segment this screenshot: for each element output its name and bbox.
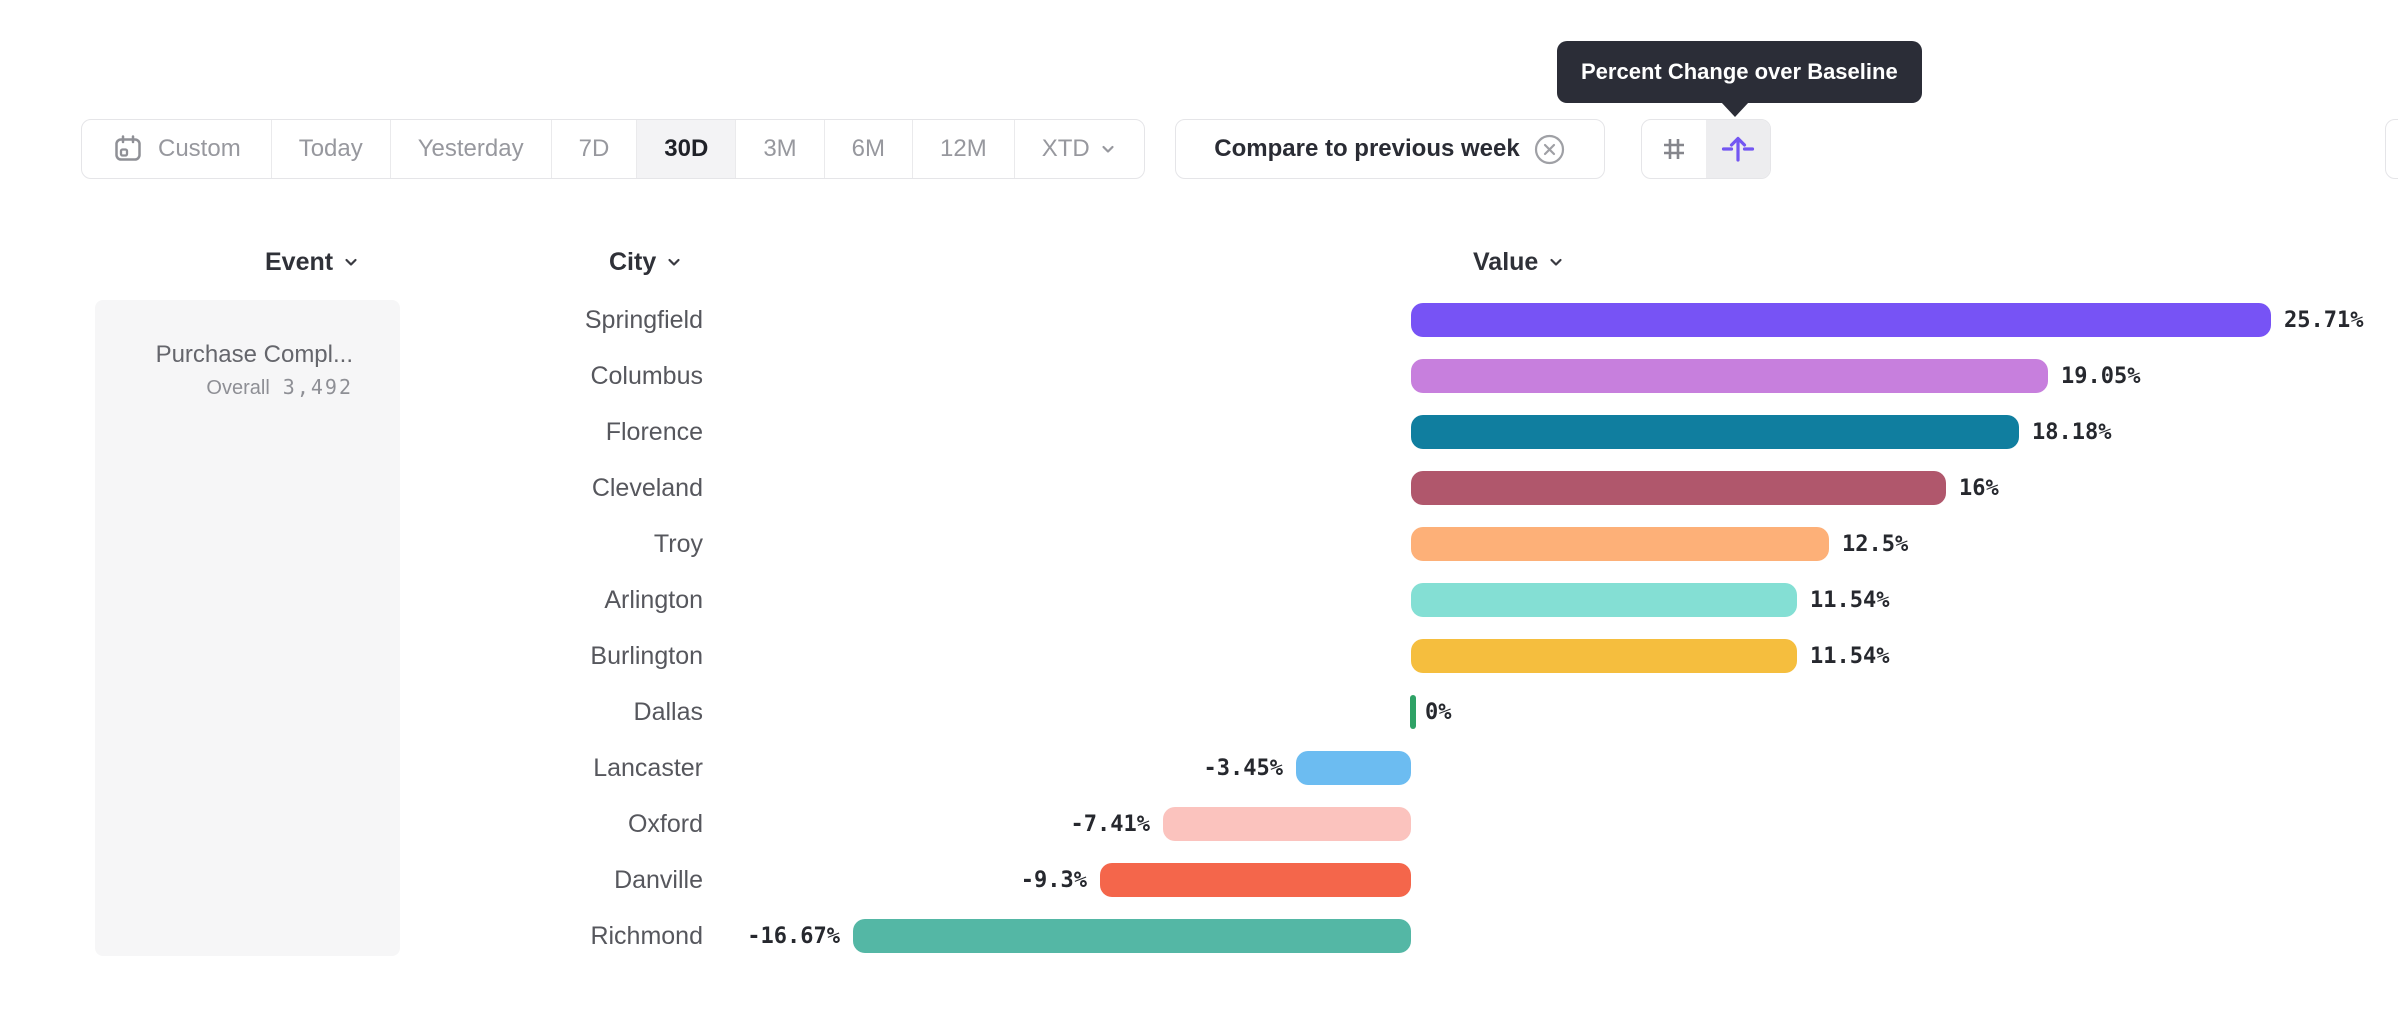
value-column-label: Value <box>1473 247 1539 276</box>
event-column-header[interactable]: Event <box>265 246 360 278</box>
clear-compare-icon[interactable] <box>1533 133 1566 166</box>
bar-value: -3.45% <box>1203 756 1283 781</box>
city-label: Columbus <box>590 362 703 390</box>
bar-value: -7.41% <box>1070 812 1150 837</box>
bar-value: -16.67% <box>747 924 840 949</box>
numeric-mode-button[interactable] <box>1642 120 1706 178</box>
date-range-30d[interactable]: 30D <box>636 120 736 178</box>
city-label: Dallas <box>633 698 703 726</box>
bar[interactable] <box>853 919 1411 953</box>
date-range-label: 12M <box>940 135 987 162</box>
city-label: Florence <box>605 418 703 446</box>
event-card[interactable]: Purchase Compl... Overall 3,492 <box>95 300 400 956</box>
city-label: Burlington <box>590 642 703 670</box>
tooltip-text: Percent Change over Baseline <box>1581 59 1898 84</box>
date-range-12m[interactable]: 12M <box>912 120 1014 178</box>
date-range-xtd[interactable]: XTD <box>1013 120 1144 178</box>
date-range-label: Custom <box>158 135 241 162</box>
bar[interactable] <box>1410 695 1416 729</box>
bar[interactable] <box>1411 415 2019 449</box>
bar-value: 25.71% <box>2284 308 2364 333</box>
display-mode-toggle <box>1641 119 1771 179</box>
calendar-icon <box>112 133 144 165</box>
bar-value: 12.5% <box>1842 532 1909 557</box>
date-range-6m[interactable]: 6M <box>823 120 912 178</box>
bar[interactable] <box>1411 471 1946 505</box>
bar[interactable] <box>1411 359 2048 393</box>
city-label: Lancaster <box>593 754 703 782</box>
chevron-down-icon <box>342 253 360 271</box>
bar-value: 11.54% <box>1810 588 1890 613</box>
date-range-group: Custom Today Yesterday 7D 30D 3M 6M 12M … <box>81 119 1145 179</box>
event-name: Purchase Compl... <box>155 341 353 368</box>
date-range-7d[interactable]: 7D <box>550 120 637 178</box>
date-range-label: Yesterday <box>417 135 524 162</box>
city-label: Richmond <box>590 922 703 950</box>
bar[interactable] <box>1411 583 1797 617</box>
city-column-label: City <box>609 247 657 276</box>
date-range-label: 3M <box>763 135 797 162</box>
city-label: Cleveland <box>591 474 703 502</box>
date-range-label: 6M <box>851 135 885 162</box>
tooltip: Percent Change over Baseline <box>1557 41 1922 103</box>
city-label: Troy <box>653 530 703 558</box>
city-label: Springfield <box>584 306 703 334</box>
hash-icon <box>1657 132 1691 166</box>
city-label: Danville <box>614 866 703 894</box>
event-overall: Overall 3,492 <box>206 375 353 400</box>
date-range-custom[interactable]: Custom <box>82 120 271 178</box>
bar-value: 11.54% <box>1810 644 1890 669</box>
date-range-label: 7D <box>578 135 610 162</box>
bar-value: -9.3% <box>1020 868 1087 893</box>
bar[interactable] <box>1163 807 1411 841</box>
city-label: Oxford <box>627 810 703 838</box>
compare-button[interactable]: Compare to previous week <box>1175 119 1605 179</box>
tooltip-caret <box>1721 102 1749 117</box>
city-label: Arlington <box>604 586 703 614</box>
bar[interactable] <box>1411 527 1829 561</box>
city-column-header[interactable]: City <box>609 246 683 278</box>
date-range-label: 30D <box>664 135 709 162</box>
percent-change-mode-button[interactable] <box>1706 120 1770 178</box>
chevron-down-icon <box>1099 140 1117 158</box>
chevron-down-icon <box>1547 253 1565 271</box>
bar-value: 18.18% <box>2032 420 2112 445</box>
date-range-label: XTD <box>1041 135 1090 162</box>
bar[interactable] <box>1411 639 1797 673</box>
bar-value: 0% <box>1425 700 1452 725</box>
right-edge-button[interactable] <box>2385 119 2398 179</box>
bar-value: 16% <box>1959 476 1999 501</box>
value-column-header[interactable]: Value <box>1473 246 1565 278</box>
date-range-3m[interactable]: 3M <box>735 120 823 178</box>
chevron-down-icon <box>665 253 683 271</box>
event-column-label: Event <box>265 247 334 276</box>
date-range-today[interactable]: Today <box>270 120 390 178</box>
bar-value: 19.05% <box>2061 364 2141 389</box>
bar[interactable] <box>1100 863 1411 897</box>
bar[interactable] <box>1296 751 1411 785</box>
compare-label: Compare to previous week <box>1214 135 1520 162</box>
bar[interactable] <box>1411 303 2271 337</box>
date-range-yesterday[interactable]: Yesterday <box>389 120 551 178</box>
overall-label: Overall <box>206 377 270 399</box>
baseline-lift-icon <box>1720 131 1756 167</box>
overall-value: 3,492 <box>282 375 353 399</box>
date-range-label: Today <box>298 135 363 162</box>
